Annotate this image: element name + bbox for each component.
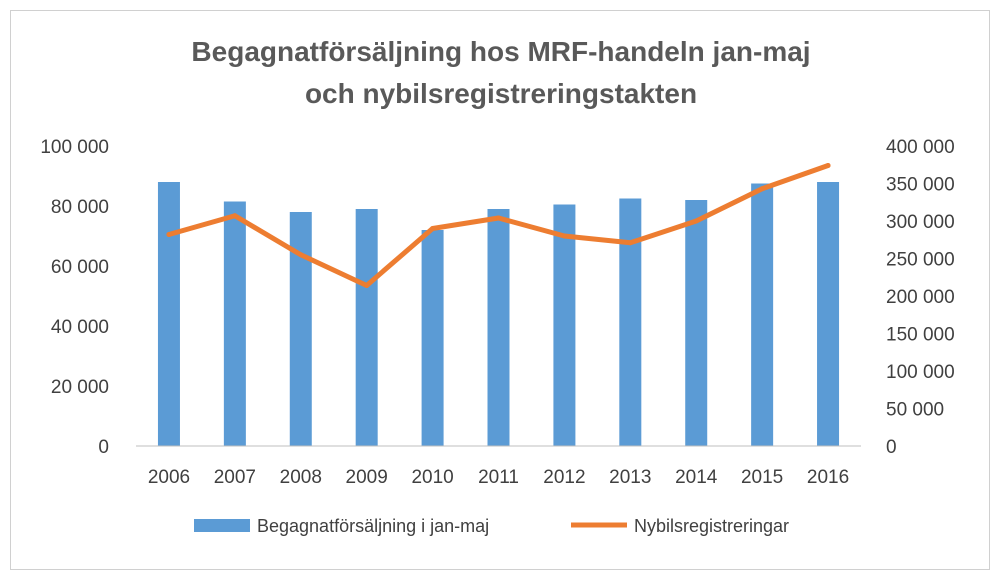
bar-2015 [751,183,774,446]
x-tick-label: 2006 [148,467,190,488]
line-point-2013 [627,240,633,246]
bar-2016 [817,182,840,446]
line-point-2016 [825,163,831,168]
left-y-axis: 0 20 000 40 000 60 000 80 000 100 000 [40,137,109,458]
x-tick-label: 2013 [609,467,651,488]
right-y-tick-label: 200 000 [886,287,955,308]
left-y-tick-label: 80 000 [51,197,109,218]
line-series [166,163,831,288]
chart-title-line-1: Begagnatförsäljning hos MRF-handeln jan-… [191,36,810,67]
line-point-2011 [496,215,501,221]
line-point-2007 [232,213,238,219]
x-tick-label: 2009 [346,467,388,488]
legend-swatch-bar [194,519,250,532]
right-y-tick-label: 0 [886,437,897,458]
right-y-tick-label: 250 000 [886,250,955,271]
chart-title: Begagnatförsäljning hos MRF-handeln jan-… [191,36,810,109]
line-point-2015 [759,186,765,192]
legend-label-bar: Begagnatförsäljning i jan-maj [257,516,489,536]
bar-2009 [355,209,378,446]
x-tick-label: 2012 [543,467,585,488]
chart-title-line-2: och nybilsregistreringstakten [305,78,697,109]
right-y-axis: 0 50 000 100 000 150 000 200 000 250 000 300 0… [886,137,955,458]
chart-container: Begagnatförsäljning hos MRF-handeln jan-… [10,10,990,570]
legend: Begagnatförsäljning i jan-maj Nybilsregi… [194,516,789,536]
left-y-tick-label: 60 000 [51,257,109,278]
line-point-2014 [693,218,699,224]
x-tick-label: 2015 [741,467,783,488]
line-point-2010 [430,226,436,231]
combo-chart: Begagnatförsäljning hos MRF-handeln jan-… [40,36,955,536]
bar-2011 [487,209,510,446]
right-y-tick-label: 50 000 [886,400,944,421]
right-y-tick-label: 100 000 [886,362,955,383]
bar-2007 [223,201,246,446]
bar-2010 [421,230,444,446]
right-y-tick-label: 300 000 [886,212,955,233]
x-tick-label: 2014 [675,467,718,488]
bar-2008 [289,212,312,446]
x-tick-label: 2010 [411,467,453,488]
legend-label-line: Nybilsregistreringar [634,516,789,536]
bar-2014 [685,200,708,446]
line-point-2006 [166,232,172,237]
right-y-tick-label: 400 000 [886,137,955,158]
right-y-tick-label: 150 000 [886,325,955,346]
bar-2013 [619,198,642,446]
x-tick-label: 2007 [214,467,256,488]
line-point-2009 [364,283,370,288]
line-point-2008 [298,252,304,258]
bar-2012 [553,204,576,446]
right-y-tick-label: 350 000 [886,175,955,196]
bar-series [157,182,840,446]
x-axis: 2006 2007 2008 2009 2010 2011 2012 2013 2014 2015… [136,445,861,488]
x-tick-label: 2008 [280,467,322,488]
x-tick-label: 2011 [478,467,519,488]
line-point-2012 [561,233,567,239]
left-y-tick-label: 0 [98,437,109,458]
left-y-tick-label: 20 000 [51,377,109,398]
x-tick-label: 2016 [807,467,849,488]
left-y-tick-label: 100 000 [40,137,109,158]
bar-2006 [157,182,180,446]
left-y-tick-label: 40 000 [51,317,109,338]
